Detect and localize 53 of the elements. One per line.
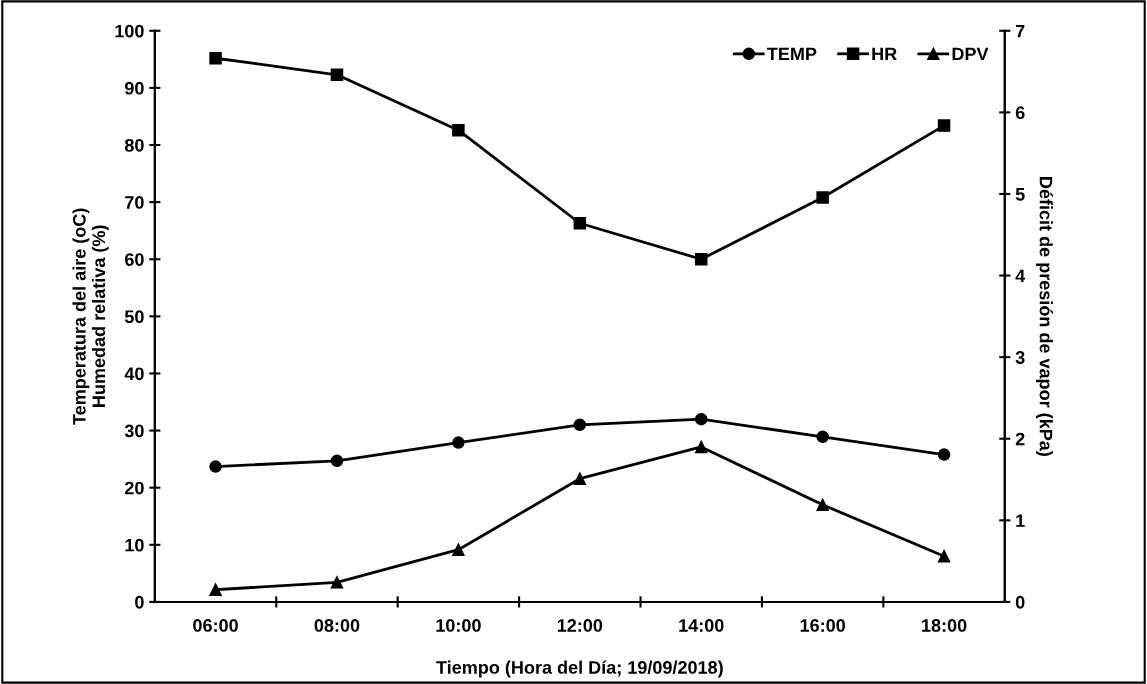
point (694, 412, 708, 426)
y2-tick-label: 0 (1015, 595, 1025, 609)
point (937, 119, 951, 132)
point (816, 498, 829, 512)
x-axis-title: Tiempo (Hora del Día; 19/09/2018) (436, 660, 723, 678)
point (209, 51, 222, 65)
point (694, 252, 708, 266)
y-tick-label: 100 (115, 24, 144, 38)
x-tick-label: 10:00 (436, 619, 481, 632)
y2-tick-label: 6 (1015, 106, 1025, 120)
x-tick-label: 12:00 (557, 619, 603, 632)
point (452, 436, 465, 449)
x-tick-label: 06:00 (193, 619, 238, 632)
point (452, 543, 465, 556)
point (330, 68, 344, 82)
y-tick-label: 0 (135, 595, 144, 609)
x-tick-label: 08:00 (314, 619, 360, 632)
y2-tick-label: 4 (1015, 269, 1026, 283)
point (694, 440, 708, 454)
point (573, 217, 587, 230)
point (816, 191, 829, 204)
x-tick-label: 16:00 (800, 619, 845, 632)
y-tick-label: 80 (124, 138, 144, 152)
y-tick-label: 20 (124, 481, 144, 495)
y2-tick-label: 5 (1015, 188, 1025, 201)
y2-tick-label: 1 (1016, 514, 1025, 527)
point (573, 472, 587, 485)
legend-label: DPV (952, 47, 989, 61)
y-tick-label: 60 (125, 253, 144, 266)
point (937, 549, 951, 563)
x-tick-label: 18:00 (922, 619, 967, 632)
y-tick-label: 30 (124, 424, 144, 438)
y-tick-label: 50 (124, 310, 144, 324)
y-tick-label: 10 (125, 538, 144, 552)
point (452, 123, 465, 137)
y2-tick-label: 2 (1015, 432, 1025, 446)
y2-axis-title: Déficit de presión de vapor (kPa) (1036, 177, 1054, 456)
point (330, 576, 344, 589)
point (209, 583, 222, 596)
point (330, 454, 344, 468)
x-tick-label: 14:00 (679, 619, 724, 632)
y-tick-label: 70 (125, 196, 144, 209)
y2-tick-label: 3 (1015, 351, 1025, 364)
point (816, 430, 829, 444)
y-tick-label: 90 (124, 81, 144, 95)
y-tick-label: 40 (124, 367, 144, 381)
legend-label: HR (872, 47, 897, 61)
point (937, 448, 951, 461)
legend-label: TEMP (767, 47, 817, 61)
y-axis-title: Temperatura del aire (oC) Humedad relativa (%) (72, 208, 109, 425)
point (209, 460, 222, 473)
y2-tick-label: 7 (1015, 24, 1025, 38)
point (573, 418, 587, 432)
